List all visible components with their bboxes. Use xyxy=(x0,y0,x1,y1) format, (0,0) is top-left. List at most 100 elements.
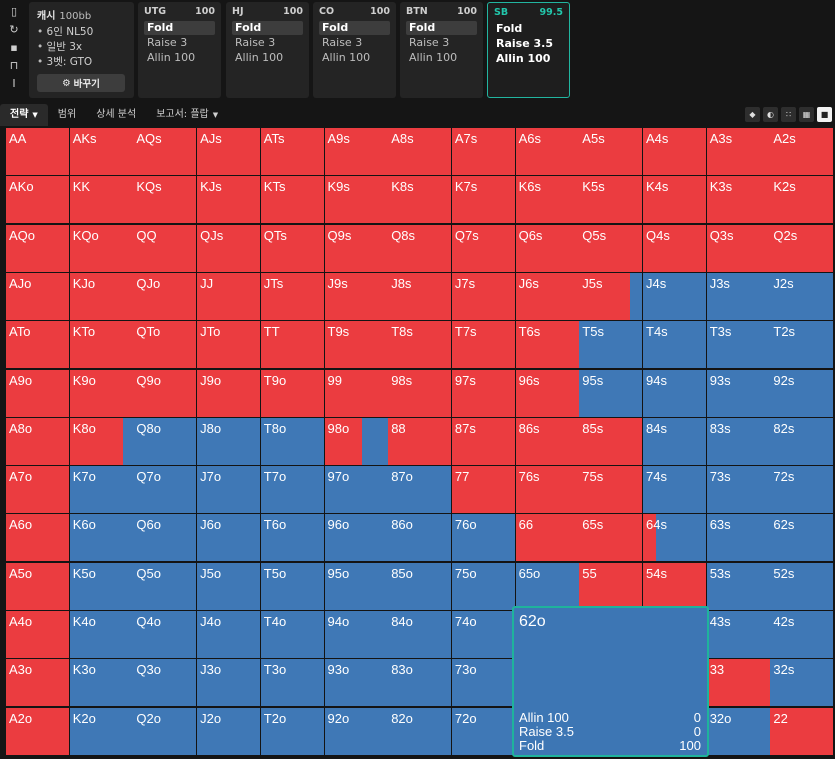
hand-cell[interactable]: 72o xyxy=(451,707,515,755)
hand-cell[interactable]: QJs xyxy=(197,224,261,272)
hand-cell[interactable]: 94s xyxy=(643,369,706,417)
hand-cell[interactable]: ATo xyxy=(6,321,69,369)
hand-cell[interactable]: 64s xyxy=(643,514,706,562)
contrast-icon[interactable]: ◐ xyxy=(763,107,778,122)
tab-detail-analysis[interactable]: 상세 분석 xyxy=(96,109,137,120)
hand-cell[interactable]: 97o xyxy=(324,466,388,514)
hand-cell[interactable]: K9s xyxy=(324,176,388,224)
hand-cell[interactable]: A2o xyxy=(6,707,69,755)
hand-cell[interactable]: KJo xyxy=(69,272,133,320)
hand-cell[interactable]: T5s xyxy=(579,321,643,369)
save-icon[interactable]: ▪ xyxy=(10,41,18,54)
action-option[interactable]: Raise 3 xyxy=(322,36,363,49)
hand-cell[interactable]: 83o xyxy=(388,659,452,707)
hand-cell[interactable]: 32o xyxy=(706,707,770,755)
hand-cell[interactable]: T3o xyxy=(260,659,324,707)
hand-cell[interactable]: J4o xyxy=(197,611,261,658)
hand-cell[interactable]: Q6s xyxy=(515,224,579,272)
hand-cell[interactable]: T2o xyxy=(260,707,324,755)
hand-cell[interactable]: K3s xyxy=(706,176,770,224)
hand-cell[interactable]: J2o xyxy=(197,707,261,755)
hand-cell[interactable]: J9o xyxy=(197,369,261,417)
action-option[interactable]: Allin 100 xyxy=(147,51,196,64)
hand-cell[interactable]: 73s xyxy=(706,466,770,514)
grid-icon[interactable]: ▦ xyxy=(799,107,814,122)
hand-cell[interactable]: Q3s xyxy=(706,224,770,272)
hand-cell[interactable]: QTs xyxy=(260,224,324,272)
hand-cell[interactable]: K7s xyxy=(451,176,515,224)
hand-cell[interactable]: 99 xyxy=(324,369,388,417)
bookmark-icon[interactable]: ▯ xyxy=(10,5,18,18)
hand-cell[interactable]: Q4o xyxy=(133,611,197,658)
hand-cell[interactable]: 63s xyxy=(706,514,770,562)
hand-cell[interactable]: J8s xyxy=(388,272,452,320)
hand-cell[interactable]: Q5o xyxy=(133,562,197,610)
hand-cell[interactable]: A3o xyxy=(6,659,69,707)
hand-cell[interactable]: J6o xyxy=(197,514,261,562)
hand-cell[interactable]: 33 xyxy=(706,659,770,707)
action-option[interactable]: Fold xyxy=(232,21,303,35)
hand-cell[interactable]: A6s xyxy=(515,128,579,175)
hand-cell[interactable]: J7s xyxy=(451,272,515,320)
hand-cell[interactable]: 65s xyxy=(579,514,643,562)
hand-cell[interactable]: KQs xyxy=(133,176,197,224)
position-hj[interactable]: HJ 100 Fold Raise 3 Allin 100 xyxy=(226,2,309,98)
hand-cell[interactable]: 85s xyxy=(579,417,643,465)
hand-cell[interactable]: 76s xyxy=(515,466,579,514)
hand-cell[interactable]: J5s xyxy=(579,272,643,320)
hand-cell[interactable]: 76o xyxy=(451,514,515,562)
hand-cell[interactable]: J7o xyxy=(197,466,261,514)
hand-cell[interactable]: 97s xyxy=(451,369,515,417)
hand-cell[interactable]: 52s xyxy=(770,562,834,610)
action-option[interactable]: Raise 3 xyxy=(147,36,188,49)
hand-cell[interactable]: QJo xyxy=(133,272,197,320)
action-option[interactable]: Allin 100 xyxy=(409,51,458,64)
hand-cell[interactable]: 54s xyxy=(643,562,706,610)
hand-cell[interactable]: A5o xyxy=(6,562,69,610)
hand-cell[interactable]: 83s xyxy=(706,417,770,465)
hand-cell[interactable]: Q7o xyxy=(133,466,197,514)
hand-cell[interactable]: 98s xyxy=(388,369,452,417)
cube-view-icon[interactable]: ◆ xyxy=(745,107,760,122)
hand-cell[interactable]: Q6o xyxy=(133,514,197,562)
hand-cell[interactable]: K5o xyxy=(69,562,133,610)
hand-cell[interactable]: 87o xyxy=(388,466,452,514)
hand-cell[interactable]: K4s xyxy=(643,176,706,224)
action-option[interactable]: Allin 100 xyxy=(496,52,551,65)
hand-cell[interactable]: J9s xyxy=(324,272,388,320)
hand-cell[interactable]: QQ xyxy=(133,224,197,272)
hand-cell[interactable]: AKs xyxy=(69,128,133,175)
hand-cell[interactable]: KQo xyxy=(69,224,133,272)
hand-cell[interactable]: K6o xyxy=(69,514,133,562)
hand-cell[interactable]: Q8o xyxy=(133,417,197,465)
hand-cell[interactable]: Q3o xyxy=(133,659,197,707)
hand-cell[interactable]: K5s xyxy=(579,176,643,224)
hand-cell[interactable]: A9o xyxy=(6,369,69,417)
hand-cell[interactable]: Q2s xyxy=(770,224,834,272)
hand-cell[interactable]: 92s xyxy=(770,369,834,417)
hand-cell[interactable]: A2s xyxy=(770,128,834,175)
hand-cell[interactable]: Q7s xyxy=(451,224,515,272)
hand-cell[interactable]: A5s xyxy=(579,128,643,175)
hand-cell[interactable]: Q4s xyxy=(643,224,706,272)
hand-cell[interactable]: AQs xyxy=(133,128,197,175)
hand-cell[interactable]: 96s xyxy=(515,369,579,417)
hand-cell[interactable]: T5o xyxy=(260,562,324,610)
tab-strategy[interactable]: 전략 ▼ xyxy=(0,104,48,126)
hand-cell[interactable]: 66 xyxy=(515,514,579,562)
action-option[interactable]: Raise 3.5 xyxy=(496,37,553,50)
hand-cell[interactable]: JJ xyxy=(197,272,261,320)
hand-cell[interactable]: 62s xyxy=(770,514,834,562)
hand-cell[interactable]: 53s xyxy=(706,562,770,610)
hand-cell[interactable]: 93o xyxy=(324,659,388,707)
hand-cell[interactable]: 42s xyxy=(770,611,834,658)
hand-cell[interactable]: J4s xyxy=(643,272,706,320)
hand-cell[interactable]: T6s xyxy=(515,321,579,369)
hand-cell[interactable]: Q9o xyxy=(133,369,197,417)
hand-cell[interactable]: TT xyxy=(260,321,324,369)
hand-cell[interactable]: T9s xyxy=(324,321,388,369)
hand-cell[interactable]: K3o xyxy=(69,659,133,707)
hand-cell[interactable]: K9o xyxy=(69,369,133,417)
hand-cell[interactable]: 73o xyxy=(451,659,515,707)
hand-cell[interactable]: AQo xyxy=(6,224,69,272)
